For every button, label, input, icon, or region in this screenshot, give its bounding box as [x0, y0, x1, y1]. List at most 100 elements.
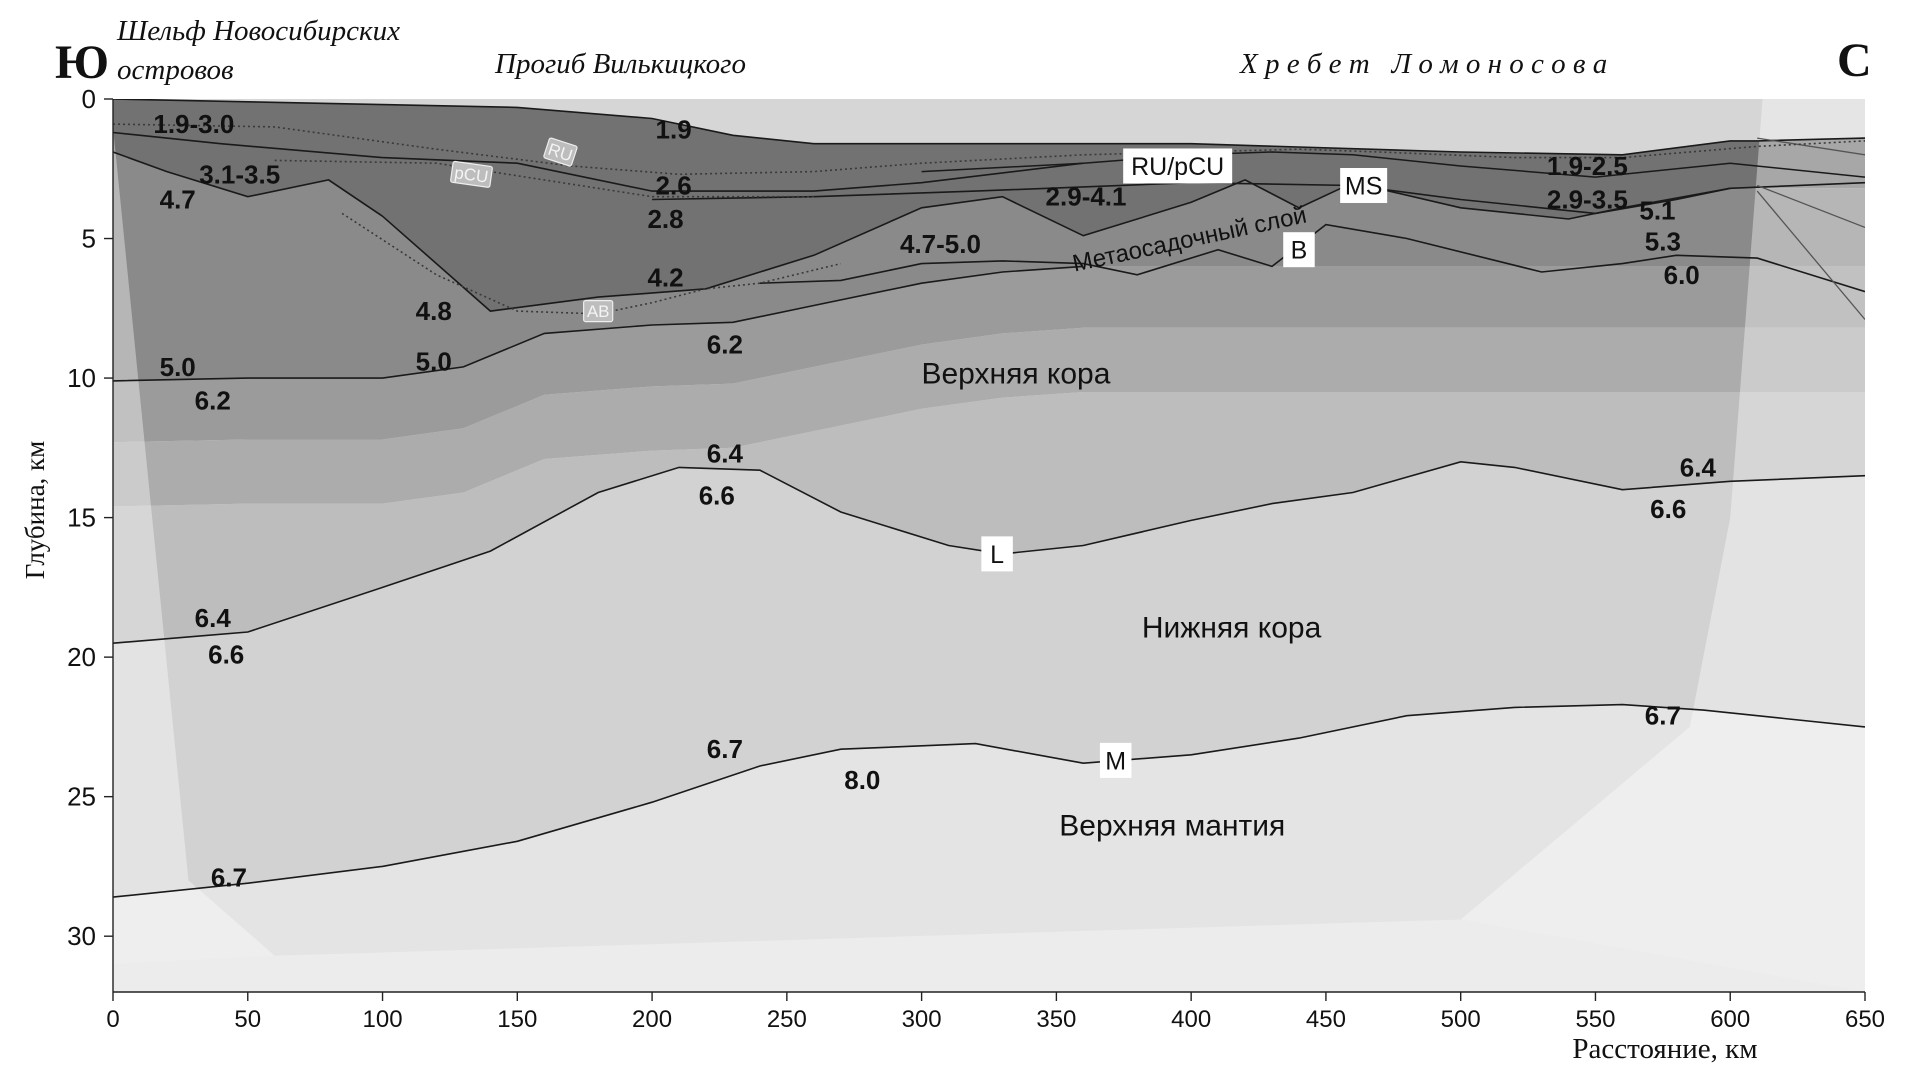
label-box: [981, 536, 1013, 572]
x-axis-label: Расстояние, км: [1572, 1033, 1757, 1065]
boundary-seafloor: [113, 99, 1865, 156]
velocity-label: 5.0: [160, 352, 196, 382]
x-tick-label: 300: [902, 1006, 942, 1033]
y-tick-label: 0: [82, 84, 96, 114]
y-axis-ticks: 0 5 10 15 20 25 30: [67, 84, 113, 951]
boxed-label-text: M: [1105, 747, 1126, 775]
y-tick-label: 20: [67, 642, 96, 672]
boundary-upper-sed: [113, 151, 1731, 312]
boxed-label-text: RU/pCU: [1131, 153, 1224, 181]
label-box: [1340, 168, 1388, 204]
x-tick-label: 100: [363, 1006, 403, 1033]
velocity-label: 2.9-3.5: [1547, 184, 1628, 214]
boundary-m: [113, 703, 1865, 898]
velocity-label: 8.0: [844, 765, 880, 795]
velocity-label: 6.0: [1664, 260, 1700, 290]
velocity-label: 5.1: [1639, 196, 1675, 226]
reflector-dotted-lines: [113, 123, 1865, 315]
shelf-region-title-line1: Шельф Новосибирских: [116, 15, 400, 47]
boxed-label-text: MS: [1345, 173, 1383, 201]
axes: 0 50 100 150 200 250 300 350 400 450 500 550 600 650 …: [20, 84, 1885, 1065]
velocity-labels: 1.9-3.0 1.9 3.1-3.54.7 2.62.8 2.9-4.1 4.7-5.0…: [153, 109, 1716, 892]
y-tick-label: 30: [67, 921, 96, 951]
velocity-label: 6.7: [707, 734, 743, 764]
boxed-label-text: AB: [587, 302, 610, 321]
x-tick-label: 550: [1575, 1006, 1615, 1033]
velocity-label: 2.9-4.1: [1046, 182, 1127, 212]
velocity-label: 2.8: [647, 204, 683, 234]
trough-region-title: Прогиб Вилькицкого: [494, 48, 746, 80]
label-box: [1099, 742, 1132, 778]
velocity-label: 6.7: [1645, 701, 1681, 731]
boundary-north-thin2: [1756, 190, 1865, 320]
x-tick-label: 250: [767, 1006, 807, 1033]
velocity-label: 6.6: [1650, 494, 1686, 524]
velocity-label: 6.2: [195, 385, 231, 415]
boxed-label-pcu: pCU: [450, 160, 493, 188]
velocity-label: 4.7: [160, 184, 196, 214]
boxed-label-ru: RU: [543, 137, 578, 167]
label-box: [450, 160, 493, 188]
boxed-label-m: M: [1099, 742, 1132, 778]
boxed-label-ru-pcu: RU/pCU: [1123, 148, 1233, 184]
velocity-label: 6.6: [699, 480, 735, 510]
boundary-upper-crust-top: [113, 265, 1084, 382]
y-tick-label: 25: [67, 782, 96, 812]
boxed-label-text: B: [1291, 237, 1308, 265]
velocity-label: 6.2: [707, 330, 743, 360]
x-tick-label: 150: [497, 1006, 537, 1033]
velocity-label: 6.4: [707, 438, 744, 468]
x-tick-label: 400: [1171, 1006, 1211, 1033]
south-direction-label: Ю: [55, 36, 109, 89]
velocity-label: 5.0: [416, 346, 452, 376]
boundary-ru-pcu-north: [921, 151, 1865, 178]
x-tick-label: 650: [1845, 1006, 1885, 1033]
boxed-label-ab: AB: [583, 299, 614, 323]
label-box: [543, 137, 578, 167]
velocity-label: 6.4: [1680, 452, 1717, 482]
x-tick-label: 350: [1036, 1006, 1076, 1033]
velocity-label: 6.7: [211, 863, 247, 893]
header: Ю С Шельф Новосибирских островов Прогиб …: [55, 15, 1872, 89]
layer-label: Верхняя кора: [921, 358, 1110, 391]
y-tick-label: 15: [67, 503, 96, 533]
boundary-north-grey: [1757, 137, 1865, 156]
boxed-label-text: pCU: [453, 163, 489, 187]
x-tick-label: 200: [632, 1006, 672, 1033]
label-box: [1283, 232, 1315, 268]
boxed-label-ms: MS: [1340, 168, 1388, 204]
shelf-region-title-line2: островов: [117, 54, 234, 86]
velocity-label: 4.2: [647, 263, 683, 293]
x-tick-label: 50: [234, 1006, 261, 1033]
velocity-label: 1.9-3.0: [153, 109, 234, 139]
y-axis-label: Глубина, км: [20, 441, 50, 580]
layer-label: Нижняя кора: [1142, 612, 1322, 645]
ridge-region-title: Х р е б е т Л о м о н о с о в а: [1239, 48, 1607, 80]
velocity-label: 1.9: [656, 115, 692, 145]
velocity-label: 3.1-3.5: [199, 159, 280, 189]
label-box: [1123, 148, 1233, 184]
dotted-reflector-ru: [113, 123, 1865, 176]
y-tick-label: 5: [82, 224, 96, 254]
x-axis-ticks: 0 50 100 150 200 250 300 350 400 450 500 550 600 650: [106, 992, 1885, 1033]
velocity-label: 6.6: [208, 639, 244, 669]
x-tick-label: 600: [1710, 1006, 1750, 1033]
velocity-label: 6.4: [195, 603, 232, 633]
x-tick-label: 0: [106, 1006, 119, 1033]
boxed-label-b: B: [1283, 232, 1315, 268]
boundary-pcu: [113, 131, 1084, 192]
dotted-reflector-pcu: [274, 159, 814, 198]
label-box: [583, 299, 614, 323]
boundary-b: [759, 223, 1865, 293]
boundary-boxed-labels: RU/pCU MS B L M RU pCU AB: [450, 137, 1388, 778]
velocity-label: 2.6: [656, 171, 692, 201]
x-tick-label: 450: [1306, 1006, 1346, 1033]
x-tick-label: 500: [1441, 1006, 1481, 1033]
layer-shading: [113, 99, 1865, 992]
velocity-label: 4.7-5.0: [900, 229, 981, 259]
velocity-boundaries: [113, 99, 1865, 898]
velocity-label: 5.3: [1645, 226, 1681, 256]
layer-label: Верхняя мантия: [1059, 810, 1285, 843]
boundary-north-thin: [1756, 184, 1865, 229]
